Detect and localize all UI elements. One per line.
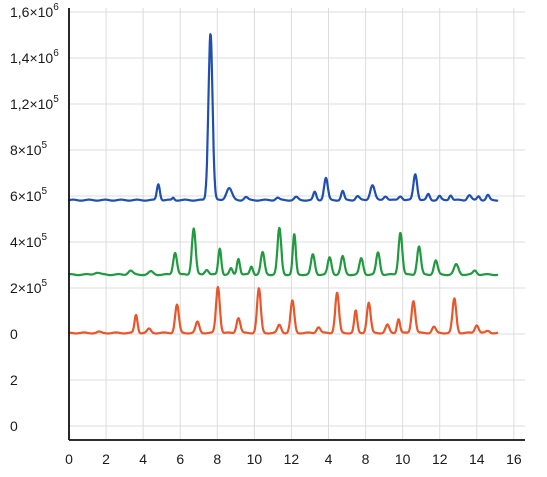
- y-tick-label: 1,2×105: [10, 94, 59, 112]
- x-tick-label: 4: [325, 451, 333, 467]
- series-trace-2: [67, 226, 499, 277]
- y-tick-label: 0: [10, 326, 18, 342]
- traces: [67, 33, 499, 335]
- x-tick-label: 10: [395, 451, 411, 467]
- grid: [69, 8, 525, 440]
- y-tick-label: 4×105: [10, 232, 48, 250]
- x-tick-label: 0: [65, 451, 73, 467]
- x-tick-label: 8: [362, 451, 370, 467]
- y-tick-label: 1,4×106: [10, 48, 59, 66]
- series-trace-1: [67, 33, 499, 202]
- series-trace-3: [67, 285, 499, 335]
- x-tick-label: 16: [506, 451, 522, 467]
- y-tick-label: 2×105: [10, 278, 48, 296]
- y-tick-label: 8×105: [10, 140, 48, 158]
- x-axis-ticks: 0 2 4 6 8 10 12 4 8 10 12 14 16: [65, 451, 522, 467]
- x-tick-label: 12: [432, 451, 448, 467]
- x-tick-label: 14: [469, 451, 485, 467]
- x-tick-label: 4: [139, 451, 147, 467]
- y-tick-label: 2: [10, 372, 18, 388]
- y-axis-ticks: 1,6×106 1,4×106 1,2×105 8×105 6×105 4×105 2×10…: [10, 2, 59, 434]
- y-tick-label: 6×105: [10, 186, 48, 204]
- y-tick-label: 1,6×106: [10, 2, 59, 20]
- x-tick-label: 6: [176, 451, 184, 467]
- x-tick-label: 8: [213, 451, 221, 467]
- x-tick-label: 2: [102, 451, 110, 467]
- y-tick-label: 0: [10, 418, 18, 434]
- x-tick-label: 10: [247, 451, 263, 467]
- x-tick-label: 12: [284, 451, 300, 467]
